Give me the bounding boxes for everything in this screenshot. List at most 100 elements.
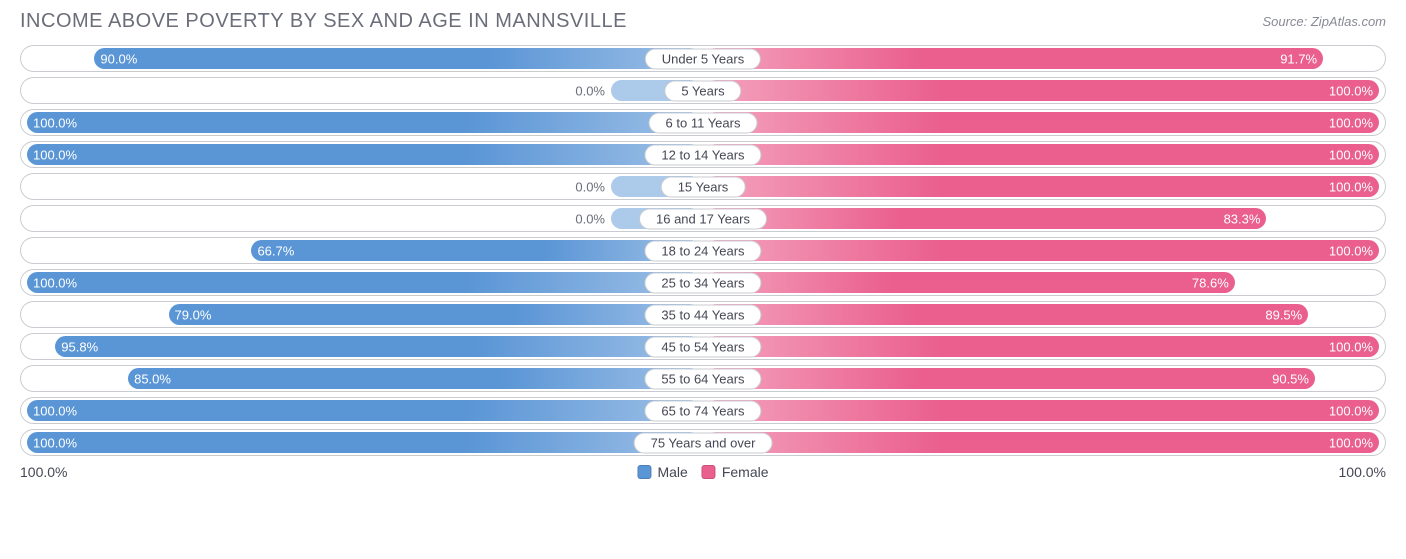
chart-row: 66.7% 100.0% 18 to 24 Years [20,237,1386,264]
category-label: 6 to 11 Years [649,112,758,133]
chart-container: INCOME ABOVE POVERTY BY SEX AND AGE IN M… [0,0,1406,559]
female-value-label: 83.3% [1224,211,1261,226]
female-value-label: 100.0% [1329,435,1373,450]
category-label: 16 and 17 Years [639,208,767,229]
female-track: 89.5% [703,301,1386,328]
category-label: 55 to 64 Years [644,368,761,389]
female-value-label: 100.0% [1329,83,1373,98]
male-track: 0.0% [20,173,703,200]
female-bar [705,144,1379,165]
legend-male: Male [637,464,687,480]
male-track: 100.0% [20,269,703,296]
category-label: 12 to 14 Years [644,144,761,165]
male-bar [27,400,701,421]
male-track: 0.0% [20,205,703,232]
male-swatch-icon [637,465,651,479]
chart-title: INCOME ABOVE POVERTY BY SEX AND AGE IN M… [20,10,627,33]
chart-row: 90.0%91.7%Under 5 Years [20,45,1386,72]
legend-female-label: Female [722,464,769,480]
male-value-label: 95.8% [61,339,98,354]
female-bar [705,432,1379,453]
male-value-label: 100.0% [33,115,77,130]
female-bar [705,48,1323,69]
male-track: 100.0% [20,397,703,424]
chart-row: 0.0% 100.0% 5 Years [20,77,1386,104]
chart-row: 85.0% 90.5% 55 to 64 Years [20,365,1386,392]
chart-row: 100.0%100.0%6 to 11 Years [20,109,1386,136]
male-bar [94,48,701,69]
female-track: 100.0% [703,333,1386,360]
female-bar [705,240,1379,261]
male-track: 100.0% [20,429,703,456]
male-value-label: 0.0% [575,211,605,226]
male-bar [27,112,701,133]
male-bar [27,144,701,165]
female-bar [705,336,1379,357]
category-label: 5 Years [664,80,741,101]
male-track: 100.0% [20,109,703,136]
male-value-label: 100.0% [33,147,77,162]
male-bar [128,368,701,389]
axis-left-label: 100.0% [20,464,67,480]
source-attribution: Source: ZipAtlas.com [1262,14,1386,29]
male-track: 100.0% [20,141,703,168]
male-track: 79.0% [20,301,703,328]
chart-row: 100.0%100.0%75 Years and over [20,429,1386,456]
female-swatch-icon [702,465,716,479]
header: INCOME ABOVE POVERTY BY SEX AND AGE IN M… [20,10,1386,33]
female-track: 83.3% [703,205,1386,232]
male-track: 90.0% [20,45,703,72]
male-value-label: 66.7% [257,243,294,258]
category-label: 45 to 54 Years [644,336,761,357]
female-value-label: 100.0% [1329,243,1373,258]
male-bar [169,304,701,325]
chart-rows: 90.0%91.7%Under 5 Years0.0%100.0%5 Years… [20,45,1386,456]
female-bar [705,400,1379,421]
female-bar [705,304,1308,325]
female-bar [705,272,1235,293]
chart-row: 100.0%78.6%25 to 34 Years [20,269,1386,296]
chart-row: 0.0% 83.3% 16 and 17 Years [20,205,1386,232]
male-value-label: 0.0% [575,179,605,194]
female-value-label: 91.7% [1280,51,1317,66]
female-value-label: 100.0% [1329,147,1373,162]
male-bar [27,432,701,453]
female-track: 100.0% [703,77,1386,104]
male-value-label: 79.0% [175,307,212,322]
female-bar [705,112,1379,133]
chart-row: 95.8% 100.0% 45 to 54 Years [20,333,1386,360]
category-label: 35 to 44 Years [644,304,761,325]
female-value-label: 100.0% [1329,339,1373,354]
male-bar [55,336,701,357]
female-value-label: 100.0% [1329,403,1373,418]
male-bar [251,240,701,261]
female-track: 100.0% [703,173,1386,200]
category-label: 75 Years and over [634,432,773,453]
female-track: 100.0% [703,141,1386,168]
male-track: 0.0% [20,77,703,104]
female-value-label: 78.6% [1192,275,1229,290]
male-bar [27,272,701,293]
female-bar [705,208,1266,229]
category-label: 65 to 74 Years [644,400,761,421]
male-value-label: 100.0% [33,403,77,418]
chart-row: 100.0% 100.0% 12 to 14 Years [20,141,1386,168]
legend: Male Female [637,464,768,480]
female-bar [705,368,1315,389]
female-track: 100.0% [703,237,1386,264]
chart-row: 79.0% 89.5%35 to 44 Years [20,301,1386,328]
male-value-label: 100.0% [33,275,77,290]
male-value-label: 0.0% [575,83,605,98]
female-track: 100.0% [703,397,1386,424]
female-bar [705,176,1379,197]
female-track: 91.7% [703,45,1386,72]
female-track: 100.0% [703,429,1386,456]
male-track: 66.7% [20,237,703,264]
category-label: 15 Years [661,176,746,197]
male-track: 85.0% [20,365,703,392]
female-track: 78.6% [703,269,1386,296]
chart-row: 100.0% 100.0% 65 to 74 Years [20,397,1386,424]
axis-right-label: 100.0% [1339,464,1386,480]
category-label: 18 to 24 Years [644,240,761,261]
female-value-label: 90.5% [1272,371,1309,386]
